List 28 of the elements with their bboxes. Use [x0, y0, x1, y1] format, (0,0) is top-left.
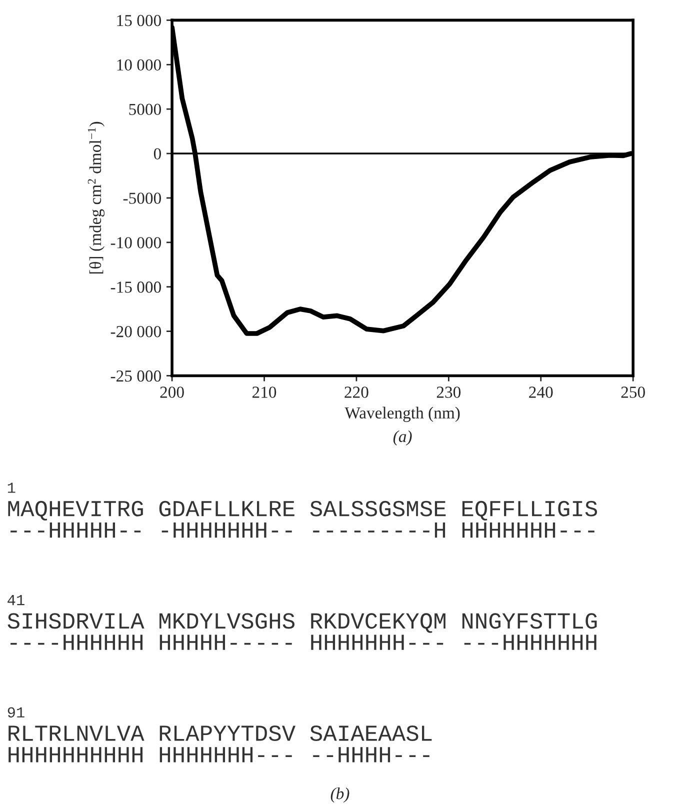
text: SIHSDRVILA MKDYLVSGHS RKDVCEKYQM NNGYFSTTLG	[8, 613, 597, 633]
text: (a)	[393, 430, 412, 446]
text: MAQHEVITRG GDAFLLKLRE SALSSGSMSE EQFFLLIGIS	[8, 500, 598, 521]
text: RLTRLNVLVA RLAPYYTDSV SAIAEAASL	[8, 725, 432, 742]
y-tick-label: 15 000	[117, 14, 161, 26]
x-tick-label: 230	[436, 386, 461, 398]
y-tick-label: 5000	[129, 104, 161, 116]
text: ---HHHHH-- -HHHHHHH-- ---------H HHHHHHH---	[10, 522, 594, 538]
text: ----HHHHHH HHHHH----- HHHHHHH--- ---HHHHHHH	[10, 634, 596, 650]
y-tick-label: 10 000	[117, 59, 161, 71]
y-tick-label: -5000	[123, 192, 161, 204]
y-tick-label: -10 000	[110, 237, 161, 248]
text: 1	[8, 482, 16, 493]
y-axis-title: [θ] (mdeg cm$^{2}$ dmol$^{−1}$)	[88, 122, 105, 274]
x-tick-label: 250	[621, 386, 645, 398]
x-tick-label: 240	[529, 386, 553, 398]
x-tick-label: 220	[344, 386, 368, 398]
y-tick-label: 0	[154, 148, 161, 160]
text: (b)	[330, 788, 350, 803]
x-tick-label: 210	[252, 386, 276, 398]
text: 41	[8, 595, 24, 606]
text: HHHHHHHHHH HHHHHHH--- --HHHH---	[8, 747, 430, 762]
y-tick-label: -15 000	[110, 282, 161, 293]
y-tick-label: -25 000	[110, 370, 161, 382]
y-tick-label: -20 000	[110, 326, 161, 338]
text: 91	[8, 707, 24, 718]
x-tick-label: 200	[160, 386, 184, 398]
x-axis-title: Wavelength (nm)	[344, 406, 460, 422]
